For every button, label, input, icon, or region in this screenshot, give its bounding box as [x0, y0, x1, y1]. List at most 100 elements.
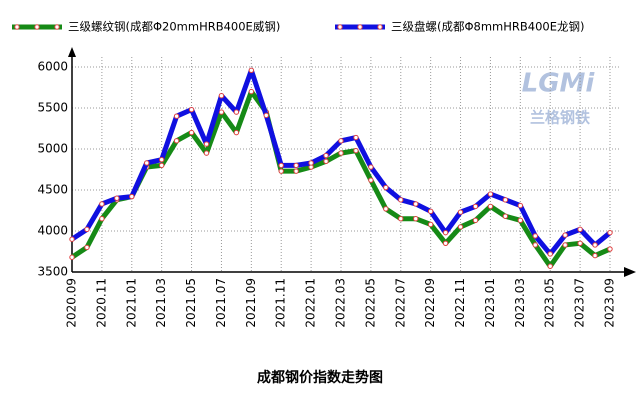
- data-point: [218, 109, 225, 115]
- data-point: [99, 201, 105, 207]
- data-point: [188, 106, 195, 113]
- data-point: [442, 240, 449, 247]
- watermark-text: 兰格钢铁: [530, 109, 590, 127]
- x-tick-label: 2022.03: [334, 278, 348, 328]
- data-point: [188, 129, 195, 136]
- x-tick-label: 2023.07: [573, 278, 587, 328]
- data-point: [398, 197, 404, 203]
- x-tick-label: 2022.01: [304, 278, 318, 328]
- data-point: [233, 109, 240, 115]
- data-point: [427, 221, 434, 228]
- y-tick-label: 5500: [37, 101, 68, 115]
- data-point: [353, 134, 359, 141]
- data-point: [69, 254, 75, 260]
- x-axis-arrow: [624, 267, 636, 277]
- x-tick-label: 2022.09: [423, 278, 437, 328]
- legend-marker: [54, 24, 60, 30]
- y-tick-label: 4500: [37, 183, 68, 197]
- data-point: [233, 129, 240, 136]
- data-point: [592, 242, 598, 248]
- data-point: [353, 147, 359, 154]
- x-tick-label: 2023.01: [483, 278, 497, 328]
- data-point: [502, 197, 509, 203]
- data-point: [218, 93, 225, 99]
- data-point: [562, 232, 568, 238]
- data-point: [69, 236, 75, 242]
- data-point: [158, 156, 165, 163]
- data-point: [368, 164, 374, 170]
- legend-marker: [357, 24, 363, 30]
- legend-marker: [34, 24, 40, 30]
- x-tick-label: 2022.05: [363, 278, 377, 328]
- data-point: [398, 216, 404, 222]
- y-axis-arrow: [68, 47, 76, 57]
- data-point: [487, 203, 494, 210]
- data-point: [517, 217, 524, 224]
- data-point: [577, 240, 583, 247]
- data-point: [158, 162, 165, 169]
- data-point: [293, 168, 299, 174]
- data-point: [173, 113, 180, 119]
- data-point: [263, 112, 269, 119]
- data-point: [173, 138, 180, 144]
- data-point: [323, 158, 329, 165]
- data-point: [472, 203, 479, 210]
- data-point: [308, 160, 314, 166]
- legend-label: 三级螺纹钢(成都Φ20mmHRB400E威钢): [68, 20, 280, 34]
- data-point: [562, 242, 568, 248]
- data-point: [547, 251, 553, 257]
- data-point: [532, 242, 538, 248]
- y-tick-label: 3500: [37, 265, 68, 279]
- data-point: [84, 226, 90, 233]
- data-point: [413, 216, 419, 222]
- data-point: [248, 88, 255, 95]
- data-point: [457, 209, 464, 215]
- data-point: [203, 150, 210, 156]
- data-point: [607, 246, 613, 252]
- x-tick-label: 2021.09: [244, 278, 258, 328]
- y-tick-label: 4000: [37, 224, 68, 238]
- x-tick-label: 2021.01: [124, 278, 138, 328]
- data-point: [547, 263, 553, 269]
- legend-marker: [337, 24, 343, 30]
- x-tick-label: 2021.11: [274, 278, 288, 328]
- data-point: [368, 177, 374, 183]
- data-point: [413, 201, 419, 207]
- data-point: [442, 229, 449, 236]
- legend-marker: [377, 24, 383, 30]
- y-tick-label: 6000: [37, 60, 68, 74]
- data-point: [472, 217, 479, 224]
- data-point: [457, 224, 464, 230]
- data-point: [383, 184, 389, 191]
- data-point: [293, 162, 299, 169]
- legend-label: 三级盘螺(成都Φ8mmHRB400E龙钢): [391, 20, 585, 34]
- data-point: [114, 195, 120, 201]
- data-point: [99, 216, 105, 222]
- data-point: [502, 213, 509, 219]
- data-point: [577, 226, 583, 233]
- data-point: [607, 229, 613, 236]
- x-tick-label: 2020.09: [65, 278, 79, 328]
- data-point: [248, 67, 255, 73]
- y-tick-label: 5000: [37, 142, 68, 156]
- x-tick-label: 2023.03: [513, 278, 527, 328]
- x-tick-label: 2022.07: [393, 278, 407, 328]
- data-point: [203, 141, 210, 147]
- data-point: [144, 160, 150, 166]
- x-tick-label: 2023.05: [543, 278, 557, 328]
- data-point: [84, 244, 90, 251]
- data-point: [517, 202, 524, 209]
- data-point: [487, 191, 494, 197]
- data-point: [278, 168, 284, 174]
- data-point: [427, 208, 434, 215]
- data-point: [129, 193, 135, 200]
- data-point: [278, 162, 284, 169]
- x-tick-label: 2020.11: [94, 278, 108, 328]
- x-tick-label: 2021.07: [214, 278, 228, 328]
- data-point: [338, 150, 344, 156]
- data-point: [383, 206, 389, 212]
- data-point: [592, 252, 598, 259]
- data-point: [338, 138, 344, 144]
- legend-marker: [14, 24, 20, 30]
- watermark-logo: LGMi: [522, 69, 596, 99]
